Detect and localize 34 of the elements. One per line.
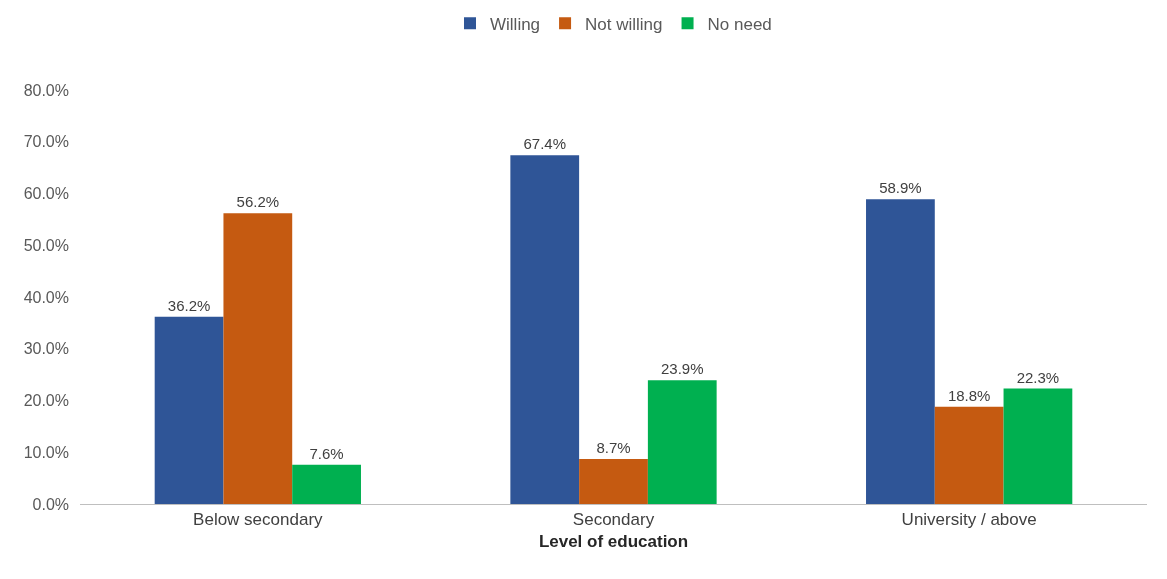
data-label: 67.4%	[523, 135, 567, 153]
y-tick-label: 0.0%	[32, 495, 69, 513]
y-tick-label: 20.0%	[23, 392, 69, 410]
bar	[223, 213, 293, 504]
legend-label: Not willing	[585, 14, 663, 34]
bar	[579, 458, 648, 504]
y-tick-label: 60.0%	[23, 185, 69, 203]
bar	[292, 464, 361, 504]
bar	[934, 406, 1004, 504]
x-axis-title: Level of education	[538, 531, 689, 551]
data-label: 22.3%	[1016, 368, 1060, 386]
x-tick-label: Below secondary	[193, 510, 324, 530]
x-tick-label: University / above	[901, 510, 1037, 530]
data-label: 18.8%	[947, 386, 991, 404]
data-label: 7.6%	[309, 444, 344, 462]
y-tick-label: 70.0%	[23, 133, 69, 151]
bar	[510, 155, 580, 504]
data-label: 56.2%	[236, 193, 280, 211]
data-label: 23.9%	[660, 360, 704, 378]
data-label: 58.9%	[879, 179, 922, 197]
x-tick-label: Secondary	[572, 510, 655, 530]
bar	[1003, 388, 1073, 504]
bar	[866, 199, 935, 504]
y-tick-label: 50.0%	[23, 236, 69, 254]
y-tick-label: 40.0%	[23, 288, 69, 306]
y-tick-label: 30.0%	[23, 340, 69, 358]
legend-label: No need	[707, 14, 772, 34]
bar	[154, 316, 224, 504]
data-label: 8.7%	[596, 438, 631, 456]
legend-label: Willing	[490, 14, 541, 34]
bar	[647, 380, 717, 504]
y-tick-label: 80.0%	[23, 81, 69, 99]
y-tick-label: 10.0%	[23, 443, 69, 461]
data-label: 36.2%	[167, 296, 211, 314]
